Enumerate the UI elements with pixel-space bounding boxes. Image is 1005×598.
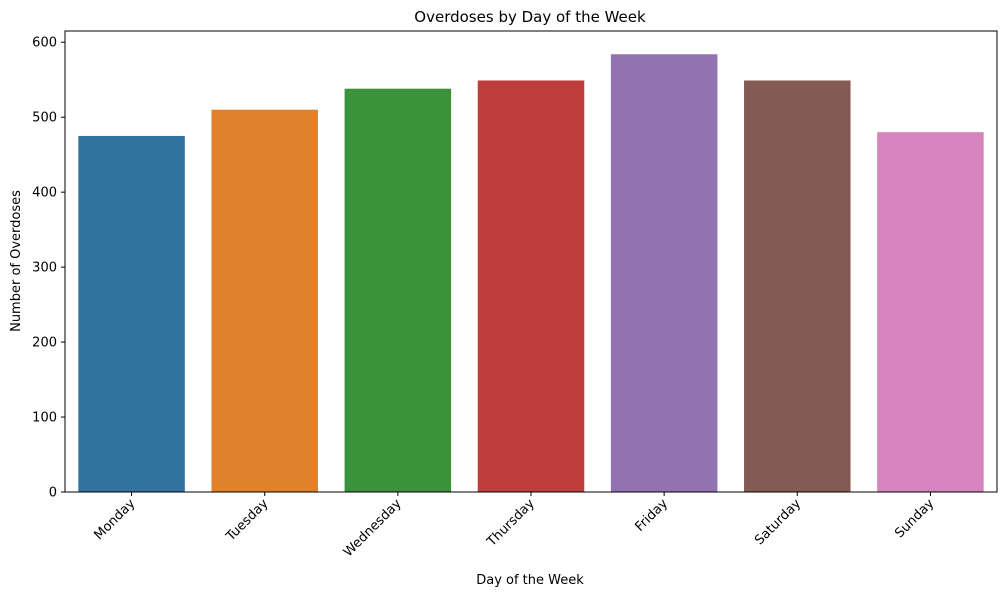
bar-friday <box>610 54 718 493</box>
bar-tuesday <box>211 109 318 493</box>
y-tick-label: 200 <box>32 336 57 351</box>
y-tick-label: 300 <box>32 261 57 276</box>
y-axis-label: Number of Overdoses <box>9 190 24 332</box>
x-tick-label: Friday <box>633 496 672 535</box>
y-tick-label: 100 <box>32 411 57 426</box>
x-tick-label: Saturday <box>752 496 804 548</box>
plot-frame <box>64 30 998 493</box>
y-axis-ticks: 0 100 200 300 400 500 600 <box>32 36 65 501</box>
bars-group <box>78 54 984 493</box>
y-tick-label: 500 <box>32 111 57 126</box>
y-tick-label: 600 <box>32 36 57 51</box>
bar-sunday <box>877 132 984 492</box>
y-tick-label: 400 <box>32 186 57 201</box>
x-axis-ticks: Monday Tuesday Wednesday Thursday Friday Satu… <box>91 492 937 560</box>
x-tick-label: Sunday <box>892 496 937 541</box>
bar-wednesday <box>344 88 452 493</box>
x-axis-label: Day of the Week <box>476 573 584 588</box>
bar-thursday <box>477 80 585 492</box>
x-tick-label: Wednesday <box>341 496 405 560</box>
x-tick-label: Thursday <box>484 496 538 550</box>
bar-monday <box>78 135 185 492</box>
chart-title: Overdoses by Day of the Week <box>414 8 646 26</box>
y-tick-label: 0 <box>49 486 57 501</box>
x-tick-label: Monday <box>91 496 138 543</box>
x-tick-label: Tuesday <box>223 496 272 545</box>
bar-saturday <box>744 80 851 492</box>
